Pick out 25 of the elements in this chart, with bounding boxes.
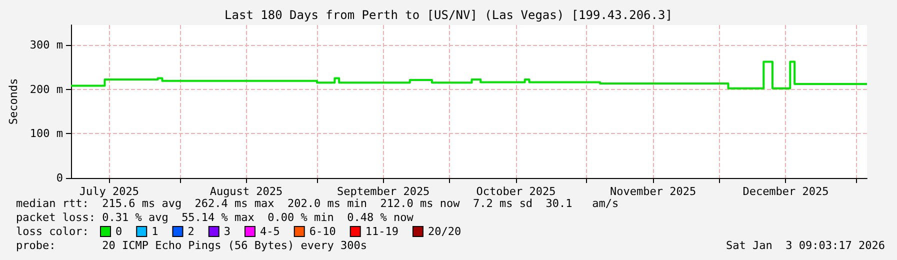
y-tick-label: 0 [56,172,64,184]
legend-label: 6-10 [309,225,336,238]
x-tick-label: December 2025 [742,185,829,198]
text: probe: 20 ICMP Echo Pings (56 Bytes) every 300s [16,239,367,252]
text: median rtt: 215.6 ms avg 262.4 ms max 202.0 ms min 212.0 ms now 7.2 ms sd 30.1 am/s [16,197,619,210]
chart-title: Last 180 Days from Perth to [US/NV] (Las Vegas) [199.43.206.3] [224,8,672,22]
legend-label: 3 [224,225,230,238]
x-tick-label: July 2025 [79,185,139,198]
legend-label: 20/20 [428,225,462,238]
text: packet loss: 0.31 % avg 55.14 % max 0.00 % min 0.48 % now [16,211,414,224]
y-axis-title: Seconds [7,78,20,125]
text: loss color: [16,225,89,238]
text: Sat Jan 3 09:03:17 2026 [726,239,886,252]
legend-label: 11-19 [365,225,398,238]
y-tick-label: 100 m [30,127,64,140]
legend-label: 2 [188,225,194,238]
x-tick-label: August 2025 [210,185,283,198]
legend-label: 0 [116,225,122,238]
x-tick-label: October 2025 [476,185,556,198]
legend-label: 4-5 [260,225,280,238]
x-tick-label: November 2025 [610,185,696,198]
x-tick-label: September 2025 [336,185,430,198]
y-tick-label: 300 m [30,38,64,52]
legend-label: 1 [152,225,158,238]
y-tick-label: 200 m [30,82,64,96]
